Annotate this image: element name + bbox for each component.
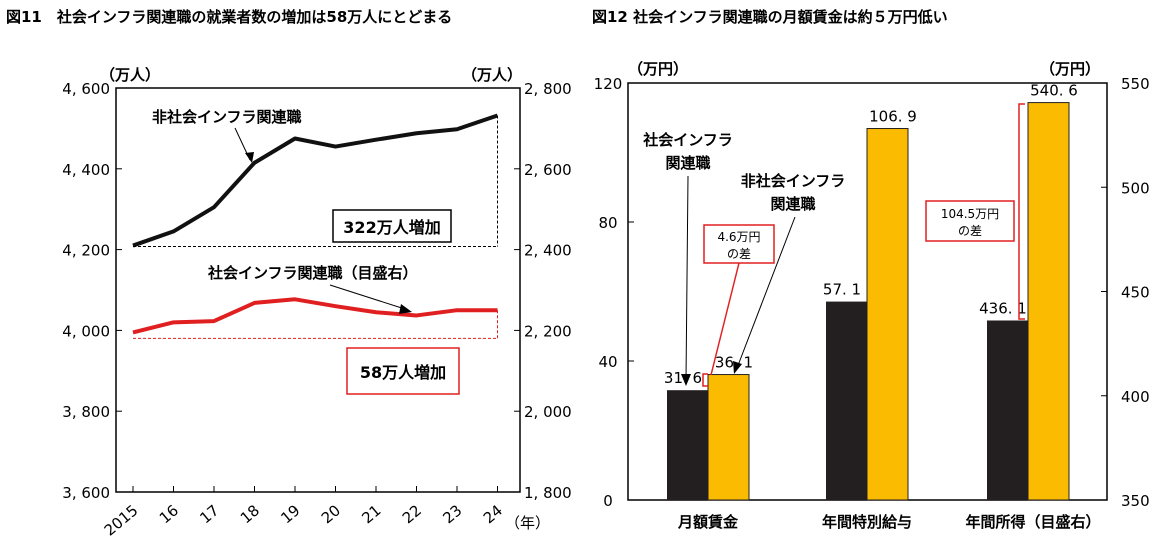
bar-nonsocial: [866, 128, 909, 501]
callout-arrow-bar-nonsocial: [733, 361, 742, 374]
y-left-tick-label: 4, 600: [62, 80, 110, 98]
series-line-social: [132, 297, 498, 335]
diff-box-monthly: [703, 224, 775, 264]
callout-arrow-bar-social: [681, 374, 691, 386]
diff-label-monthly-line1: 4.6万円: [717, 230, 760, 244]
bar-y-right-tick-label: 350: [1121, 492, 1150, 510]
bar-y-left-tick-label: 0: [603, 492, 613, 510]
bar-social: [667, 390, 708, 500]
y-right-tick-label: 2, 000: [524, 403, 572, 421]
x-tick-label: 19: [277, 501, 303, 527]
y-right-tick-label: 1, 800: [524, 484, 572, 502]
callout-line-bar-social: [685, 175, 689, 381]
increase-box-nonsocial: [332, 209, 452, 243]
y-right-tick-label: 2, 800: [524, 80, 572, 98]
x-tick-label: 2015: [101, 501, 142, 539]
callout-line-social: [329, 284, 409, 311]
y-left-tick-label: 4, 200: [62, 242, 110, 260]
bar-y-right-tick-label: 550: [1121, 75, 1150, 93]
series-line-nonsocial: [132, 113, 499, 248]
y-left-tick-label: 4, 000: [62, 322, 110, 340]
x-category-label: 月額賃金: [677, 513, 739, 531]
increase-label-nonsocial: 322万人増加: [343, 218, 440, 237]
bar-social: [987, 320, 1028, 500]
x-tick-label: 23: [439, 501, 465, 527]
bar-y-right-tick-label: 450: [1121, 284, 1150, 302]
diff-bracket-monthly: [702, 373, 708, 387]
bar-y-left-tick-label: 120: [594, 75, 623, 93]
y-left-tick-label: 4, 400: [62, 161, 110, 179]
series-label-social: 社会インフラ関連職（目盛右）: [207, 264, 418, 282]
diff-box-annual: [925, 200, 1015, 242]
diff-label-annual-line1: 104.5万円: [941, 207, 999, 221]
plot-frame: [115, 87, 521, 493]
bar-y-right-tick-label: 500: [1121, 179, 1150, 197]
x-category-label: 年間特別給与: [822, 513, 912, 531]
callout-line-bar-nonsocial: [736, 216, 796, 369]
x-tick-label: 24: [480, 501, 506, 527]
x-category-label: 年間所得（目盛右）: [965, 513, 1100, 531]
diff-label-monthly-line2: の差: [727, 247, 751, 261]
diff-pointer-monthly: [710, 262, 740, 376]
y-right-tick-label: 2, 200: [524, 322, 572, 340]
bar-series-label-nonsocial-line1: 非社会インフラ: [741, 172, 846, 190]
bar-social: [826, 301, 867, 500]
chart-title-left: 図11 社会インフラ関連職の就業者数の増加は58万人にとどまる: [6, 8, 453, 26]
y-right-tick-label: 2, 600: [524, 161, 572, 179]
bar-value-label: 57. 1: [823, 281, 861, 299]
callout-arrow-nonsocial: [245, 152, 254, 163]
bar-series-label-social-line2: 関連職: [665, 154, 710, 172]
series-label-nonsocial: 非社会インフラ関連職: [152, 108, 302, 126]
diff-bracket-annual: [1018, 103, 1025, 320]
x-tick-label: 18: [237, 501, 263, 527]
x-axis-unit: （年）: [505, 514, 550, 532]
x-tick-label: 22: [399, 501, 425, 527]
bar-value-label: 540. 6: [1030, 82, 1078, 100]
bar-value-label: 106. 9: [869, 108, 917, 126]
bar-nonsocial: [707, 374, 750, 501]
y-left-tick-label: 3, 800: [62, 403, 110, 421]
diff-label-annual-line2: の差: [958, 224, 982, 238]
y-left-unit: （万人）: [100, 66, 160, 84]
increase-label-social: 58万人増加: [360, 363, 446, 382]
x-tick-label: 17: [196, 501, 222, 527]
bar-y-right-tick-label: 400: [1121, 388, 1150, 406]
x-tick-label: 21: [358, 501, 384, 527]
bar-value-label: 436. 1: [979, 299, 1027, 317]
bar-series-label-social-line1: 社会インフラ: [642, 131, 733, 149]
bar-series-label-nonsocial-line2: 関連職: [770, 195, 815, 213]
y-left-tick-label: 3, 600: [62, 484, 110, 502]
bar-y-left-tick-label: 40: [598, 353, 617, 371]
bar-nonsocial: [1027, 102, 1070, 501]
x-tick-label: 20: [318, 501, 344, 527]
bar-y-right-unit: （万円）: [1040, 60, 1100, 78]
y-right-unit: （万人）: [462, 66, 522, 84]
x-tick-label: 16: [156, 501, 182, 527]
bar-y-left-tick-label: 80: [598, 214, 617, 232]
chart-title-right: 図12 社会インフラ関連職の月額賃金は約５万円低い: [592, 8, 948, 26]
increase-box-social: [346, 347, 460, 395]
bar-y-left-unit: （万円）: [628, 60, 688, 78]
callout-arrow-social: [399, 304, 412, 314]
y-right-tick-label: 2, 400: [524, 242, 572, 260]
